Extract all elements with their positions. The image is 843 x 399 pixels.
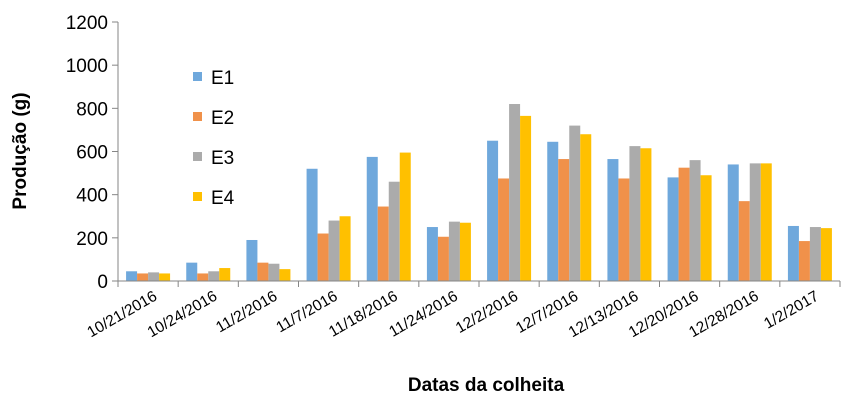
bar-e4-9 <box>640 148 652 281</box>
x-tick-label: 11/24/2016 <box>386 288 461 341</box>
bar-e4-12 <box>820 228 832 281</box>
bars-group <box>126 104 832 282</box>
x-axis-ticks: 10/21/201610/24/201611/2/201611/7/201611… <box>84 281 841 341</box>
bar-e1-9 <box>607 159 619 281</box>
bar-e3-10 <box>689 160 701 281</box>
bar-e1-12 <box>787 225 799 281</box>
bar-e4-10 <box>700 175 712 281</box>
bar-e1-10 <box>667 177 679 281</box>
legend-label-e4: E4 <box>211 188 235 209</box>
bar-e4-6 <box>459 222 471 281</box>
y-tick-label: 1200 <box>66 13 108 34</box>
bar-e2-11 <box>738 201 750 281</box>
bar-e2-6 <box>437 236 449 281</box>
bar-e3-2 <box>208 271 220 281</box>
bar-e3-9 <box>629 146 641 281</box>
x-tick-label: 11/2/2016 <box>213 288 280 337</box>
x-tick-label: 1/2/2017 <box>761 288 822 333</box>
legend: E1 E2 E3 E4 <box>193 68 235 209</box>
bar-e2-2 <box>197 273 209 281</box>
y-tick-label: 800 <box>76 99 108 120</box>
y-axis-ticks: 0 200 400 600 800 1000 1200 <box>66 13 118 293</box>
y-tick-label: 600 <box>76 143 108 164</box>
bar-e4-1 <box>159 273 171 281</box>
bar-e4-2 <box>219 268 231 281</box>
bar-e3-12 <box>809 227 821 281</box>
bar-e1-11 <box>727 164 739 281</box>
bar-e2-7 <box>498 178 510 281</box>
legend-swatch-e4 <box>193 192 202 201</box>
bar-e4-4 <box>339 216 351 281</box>
bar-e3-1 <box>148 272 160 281</box>
bar-e1-3 <box>246 239 258 281</box>
bar-e2-5 <box>377 206 389 281</box>
bar-e2-4 <box>317 233 329 281</box>
bar-e1-4 <box>306 168 318 281</box>
bar-e2-8 <box>558 159 570 281</box>
bar-e2-10 <box>678 167 690 281</box>
bar-e2-9 <box>618 178 630 281</box>
bar-e1-7 <box>487 140 499 281</box>
legend-swatch-e1 <box>193 72 202 81</box>
y-tick-label: 0 <box>97 272 108 293</box>
legend-swatch-e3 <box>193 152 202 161</box>
bar-e3-4 <box>328 220 340 281</box>
legend-label-e3: E3 <box>211 148 234 169</box>
y-tick-label: 400 <box>76 186 108 207</box>
bar-e2-1 <box>137 273 149 281</box>
bar-e1-5 <box>366 156 378 281</box>
bar-e4-5 <box>399 152 411 281</box>
bar-e4-11 <box>760 163 772 281</box>
y-tick-label: 1000 <box>66 56 108 77</box>
y-axis-title: Produção (g) <box>10 92 31 209</box>
bar-e2-3 <box>257 262 269 281</box>
legend-swatch-e2 <box>193 112 202 121</box>
legend-label-e2: E2 <box>211 108 234 129</box>
x-axis-title: Datas da colheita <box>408 375 565 396</box>
bar-e3-7 <box>509 104 521 282</box>
y-tick-label: 200 <box>76 229 108 250</box>
x-tick-label: 12/2/2016 <box>453 288 521 337</box>
bar-e3-8 <box>569 125 581 281</box>
bar-e1-1 <box>126 271 138 281</box>
bar-e3-3 <box>268 263 280 281</box>
bar-e4-7 <box>520 115 532 281</box>
bar-e1-2 <box>186 262 198 281</box>
bar-e1-6 <box>426 227 438 281</box>
bar-e3-5 <box>388 181 400 281</box>
bar-e4-8 <box>580 134 592 281</box>
bar-e1-8 <box>547 141 559 281</box>
bar-e4-3 <box>279 269 291 281</box>
bar-e3-6 <box>448 221 460 281</box>
bar-e2-12 <box>798 241 810 281</box>
legend-label-e1: E1 <box>211 68 234 89</box>
bar-e3-11 <box>749 163 761 281</box>
